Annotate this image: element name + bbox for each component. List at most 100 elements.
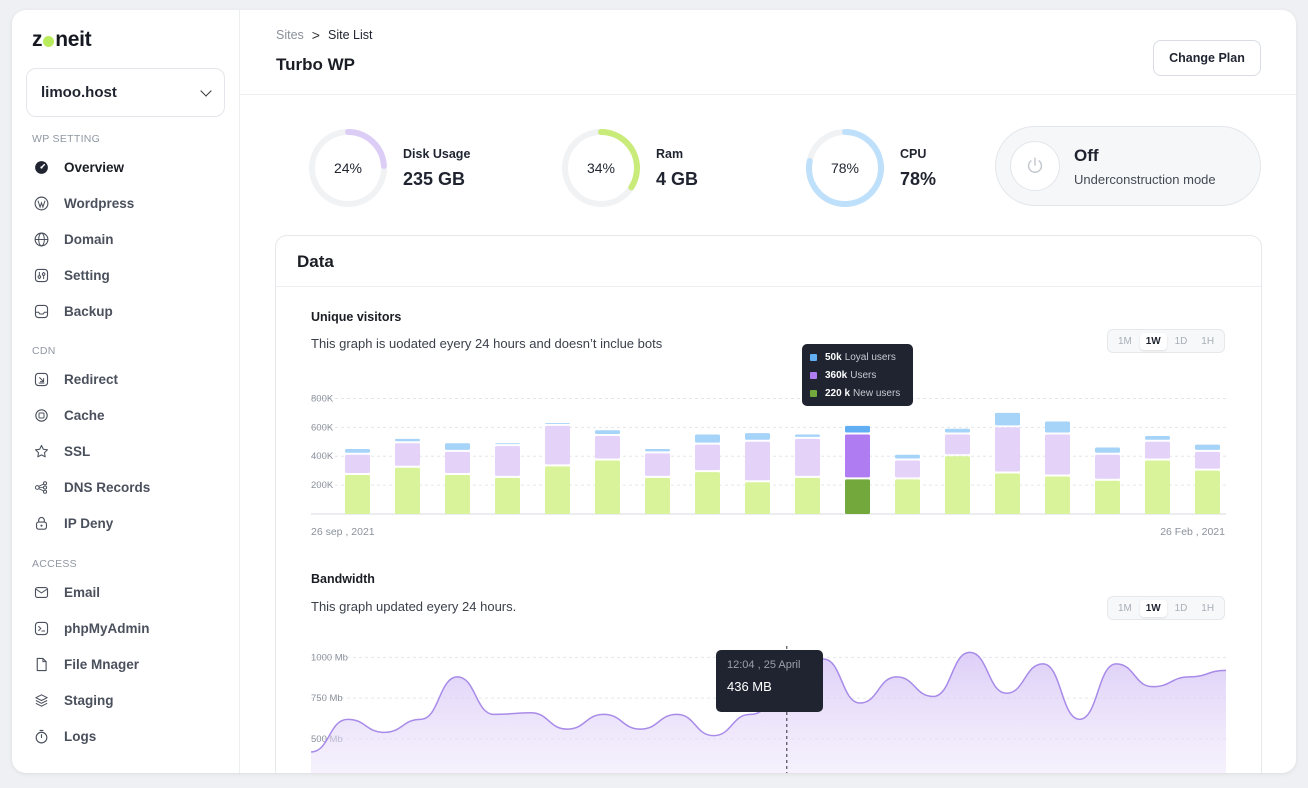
visitors-bar-users[interactable] — [395, 443, 420, 466]
visitors-bar-users[interactable] — [1195, 451, 1220, 469]
sidebar-item-email[interactable]: Email — [32, 580, 100, 604]
power-toggle-button[interactable] — [1010, 141, 1060, 191]
visitors-bar-loyal-users[interactable] — [545, 423, 570, 424]
visitors-bar-users[interactable] — [345, 454, 370, 473]
visitors-bar-users[interactable] — [795, 438, 820, 476]
sidebar-item-domain[interactable]: Domain — [32, 227, 114, 251]
visitors-bar-new-users[interactable] — [795, 477, 820, 514]
visitors-bar-loyal-users[interactable] — [1195, 444, 1220, 450]
sidebar-item-backup[interactable]: Backup — [32, 299, 113, 323]
visitors-bar-users[interactable] — [995, 427, 1020, 472]
visitors-bar-new-users[interactable] — [445, 475, 470, 514]
visitors-bar-users[interactable] — [1145, 441, 1170, 459]
visitors-bar-loyal-users[interactable] — [1095, 447, 1120, 453]
visitors-bar-users[interactable] — [945, 434, 970, 455]
sidebar-item-ssl[interactable]: SSL — [32, 439, 90, 463]
visitors-bar-users[interactable] — [1045, 434, 1070, 475]
visitors-bar-users[interactable] — [745, 441, 770, 481]
visitors-bar-loyal-users[interactable] — [345, 449, 370, 453]
visitors-bar-loyal-users[interactable] — [745, 433, 770, 440]
zoneit-logo[interactable]: z neit — [32, 28, 92, 52]
visitors-range-1m[interactable]: 1M — [1117, 335, 1132, 347]
bandwidth-range-1h[interactable]: 1H — [1201, 602, 1215, 614]
visitors-bar-new-users[interactable] — [1045, 476, 1070, 514]
visitors-bar-loyal-users[interactable] — [695, 434, 720, 443]
visitors-bar-users[interactable] — [845, 434, 870, 478]
disk-usage-label: Disk Usage — [403, 146, 471, 161]
sidebar-item-redirect[interactable]: Redirect — [32, 367, 118, 391]
visitors-bar-new-users[interactable] — [495, 477, 520, 514]
visitors-bar-new-users[interactable] — [545, 466, 570, 514]
sidebar-item-label: Staging — [64, 692, 114, 708]
sidebar-item-staging[interactable]: Staging — [32, 688, 114, 712]
visitors-bar-loyal-users[interactable] — [495, 443, 520, 445]
power-icon — [1027, 157, 1043, 173]
sidebar-item-dns-records[interactable]: DNS Records — [32, 475, 150, 499]
ram-stat: 34% Ram 4 GB — [560, 126, 698, 210]
change-plan-button[interactable]: Change Plan — [1153, 40, 1261, 76]
visitors-bar-new-users[interactable] — [695, 472, 720, 514]
visitors-bar-new-users[interactable] — [395, 467, 420, 514]
visitors-bar-loyal-users[interactable] — [445, 443, 470, 450]
visitors-bar-loyal-users[interactable] — [395, 438, 420, 442]
visitors-bar-loyal-users[interactable] — [845, 425, 870, 433]
visitors-bar-users[interactable] — [695, 444, 720, 471]
visitors-bar-loyal-users[interactable] — [645, 449, 670, 452]
visitors-bar-loyal-users[interactable] — [795, 434, 820, 437]
visitors-bar-users[interactable] — [445, 451, 470, 473]
sidebar-item-phpmyadmin[interactable]: phpMyAdmin — [32, 616, 150, 640]
visitors-range-1d[interactable]: 1D — [1174, 335, 1188, 347]
sidebar-item-label: File Mnager — [64, 656, 140, 672]
visitors-range-1h[interactable]: 1H — [1201, 335, 1215, 347]
visitors-bar-users[interactable] — [645, 453, 670, 476]
sidebar-item-ip-deny[interactable]: IP Deny — [32, 511, 113, 535]
site-selector[interactable]: limoo.host — [26, 68, 225, 117]
bandwidth-range-1w[interactable]: 1W — [1139, 599, 1167, 617]
visitors-range-1w[interactable]: 1W — [1139, 332, 1167, 350]
visitors-bar-new-users[interactable] — [645, 477, 670, 514]
app-window: z neit limoo.host WP SETTING Overview Wordp… — [12, 10, 1296, 773]
visitors-bar-new-users[interactable] — [1095, 480, 1120, 514]
sidebar-item-wordpress[interactable]: Wordpress — [32, 191, 134, 215]
visitors-bar-loyal-users[interactable] — [945, 428, 970, 433]
visitors-bar-new-users[interactable] — [845, 479, 870, 514]
visitors-bar-users[interactable] — [1095, 454, 1120, 479]
visitors-bar-new-users[interactable] — [1195, 470, 1220, 514]
visitors-bar-loyal-users[interactable] — [995, 412, 1020, 426]
underconstruction-state: Off — [1074, 145, 1099, 165]
sidebar-item-label: phpMyAdmin — [64, 620, 150, 636]
bandwidth-tooltip-value: 436 MB — [727, 679, 772, 694]
legend-swatch-new — [810, 389, 817, 397]
bandwidth-range-1m[interactable]: 1M — [1117, 602, 1132, 614]
sidebar-item-file-mnager[interactable]: File Mnager — [32, 652, 139, 676]
sidebar-item-cache[interactable]: Cache — [32, 403, 105, 427]
visitors-bar-loyal-users[interactable] — [595, 430, 620, 434]
sidebar-item-overview[interactable]: Overview — [32, 155, 124, 179]
visitors-bar-new-users[interactable] — [345, 475, 370, 514]
visitors-bar-users[interactable] — [895, 460, 920, 478]
sidebar-item-setting[interactable]: Setting — [32, 263, 110, 287]
visitors-bar-new-users[interactable] — [945, 456, 970, 514]
visitors-bar-loyal-users[interactable] — [895, 454, 920, 459]
breadcrumb-sites[interactable]: Sites — [276, 28, 304, 42]
visitors-bar-users[interactable] — [545, 425, 570, 465]
visitors-bar-new-users[interactable] — [995, 473, 1020, 514]
visitors-bar-new-users[interactable] — [595, 460, 620, 514]
breadcrumb-site-list[interactable]: Site List — [327, 28, 373, 42]
ram-ring: 34% — [560, 127, 642, 209]
visitors-bar-new-users[interactable] — [895, 479, 920, 514]
tooltip-users-label: Users — [850, 369, 877, 381]
logo-text-end: neit — [55, 28, 92, 51]
mail-icon — [32, 583, 50, 601]
visitors-bar-loyal-users[interactable] — [1045, 421, 1070, 433]
sidebar-item-logs[interactable]: Logs — [32, 724, 96, 748]
visitors-bar-users[interactable] — [595, 436, 620, 459]
visitors-bar-loyal-users[interactable] — [1145, 436, 1170, 440]
visitors-bar-new-users[interactable] — [1145, 460, 1170, 514]
visitors-bar-chart: 800K 600K 400K 200K — [311, 393, 1226, 515]
bandwidth-range-1d[interactable]: 1D — [1174, 602, 1188, 614]
wordpress-icon — [32, 194, 50, 212]
sidebar-item-label: Email — [64, 584, 101, 600]
visitors-bar-new-users[interactable] — [745, 482, 770, 514]
visitors-bar-users[interactable] — [495, 446, 520, 476]
